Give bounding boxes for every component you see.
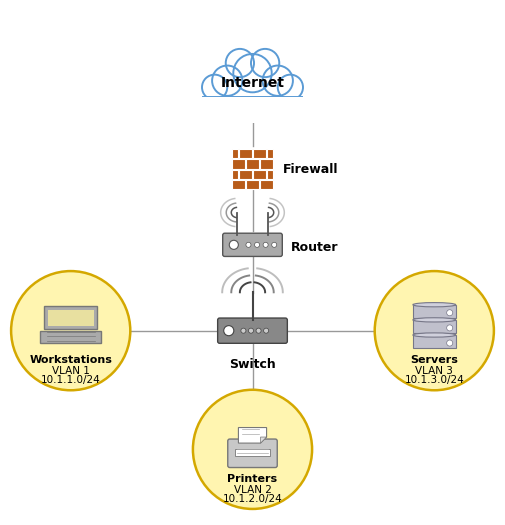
FancyBboxPatch shape bbox=[267, 150, 274, 159]
FancyBboxPatch shape bbox=[253, 170, 266, 179]
Text: VLAN 2: VLAN 2 bbox=[233, 485, 272, 495]
Text: 10.1.1.0/24: 10.1.1.0/24 bbox=[41, 375, 100, 385]
Text: Switch: Switch bbox=[229, 359, 276, 372]
FancyBboxPatch shape bbox=[413, 304, 456, 318]
Circle shape bbox=[193, 390, 312, 509]
Text: Printers: Printers bbox=[227, 474, 278, 484]
Circle shape bbox=[202, 75, 227, 100]
Circle shape bbox=[229, 240, 238, 249]
FancyBboxPatch shape bbox=[239, 150, 252, 159]
Polygon shape bbox=[261, 437, 267, 443]
Text: VLAN 1: VLAN 1 bbox=[52, 366, 90, 376]
Circle shape bbox=[375, 271, 494, 390]
Text: 10.1.2.0/24: 10.1.2.0/24 bbox=[223, 494, 282, 504]
Text: Router: Router bbox=[290, 241, 338, 254]
FancyBboxPatch shape bbox=[202, 77, 303, 100]
FancyBboxPatch shape bbox=[260, 180, 274, 189]
Circle shape bbox=[251, 49, 279, 77]
FancyBboxPatch shape bbox=[260, 160, 274, 169]
FancyBboxPatch shape bbox=[218, 318, 287, 343]
FancyBboxPatch shape bbox=[44, 307, 97, 329]
FancyBboxPatch shape bbox=[413, 320, 456, 333]
Circle shape bbox=[447, 310, 452, 316]
Circle shape bbox=[272, 243, 277, 247]
Circle shape bbox=[248, 328, 254, 333]
Circle shape bbox=[264, 328, 269, 333]
Text: 10.1.3.0/24: 10.1.3.0/24 bbox=[405, 375, 464, 385]
Circle shape bbox=[255, 243, 260, 247]
Text: Servers: Servers bbox=[411, 355, 458, 365]
FancyBboxPatch shape bbox=[253, 150, 266, 159]
FancyBboxPatch shape bbox=[231, 160, 245, 169]
FancyBboxPatch shape bbox=[239, 170, 252, 179]
FancyBboxPatch shape bbox=[267, 170, 274, 179]
Circle shape bbox=[447, 340, 452, 346]
Circle shape bbox=[447, 325, 452, 331]
FancyBboxPatch shape bbox=[200, 97, 305, 123]
FancyBboxPatch shape bbox=[40, 331, 102, 342]
Circle shape bbox=[233, 54, 272, 92]
Ellipse shape bbox=[413, 333, 456, 337]
Text: Firewall: Firewall bbox=[283, 163, 338, 175]
Circle shape bbox=[278, 75, 303, 100]
FancyBboxPatch shape bbox=[235, 449, 270, 456]
Polygon shape bbox=[238, 427, 267, 443]
Ellipse shape bbox=[413, 318, 456, 322]
Circle shape bbox=[224, 326, 234, 335]
Circle shape bbox=[226, 49, 254, 77]
FancyBboxPatch shape bbox=[246, 160, 259, 169]
FancyBboxPatch shape bbox=[228, 439, 277, 468]
Circle shape bbox=[256, 328, 261, 333]
FancyBboxPatch shape bbox=[231, 150, 238, 159]
Text: VLAN 3: VLAN 3 bbox=[415, 366, 453, 376]
FancyBboxPatch shape bbox=[48, 310, 94, 326]
Circle shape bbox=[263, 66, 293, 96]
Circle shape bbox=[246, 243, 251, 247]
FancyBboxPatch shape bbox=[231, 170, 238, 179]
FancyBboxPatch shape bbox=[231, 180, 245, 189]
Text: Workstations: Workstations bbox=[29, 355, 112, 365]
Circle shape bbox=[11, 271, 130, 390]
Text: Internet: Internet bbox=[221, 76, 284, 90]
FancyBboxPatch shape bbox=[413, 335, 456, 349]
Circle shape bbox=[212, 66, 242, 96]
FancyBboxPatch shape bbox=[246, 180, 259, 189]
Ellipse shape bbox=[413, 302, 456, 307]
FancyBboxPatch shape bbox=[223, 233, 282, 256]
Circle shape bbox=[263, 243, 268, 247]
Circle shape bbox=[241, 328, 246, 333]
